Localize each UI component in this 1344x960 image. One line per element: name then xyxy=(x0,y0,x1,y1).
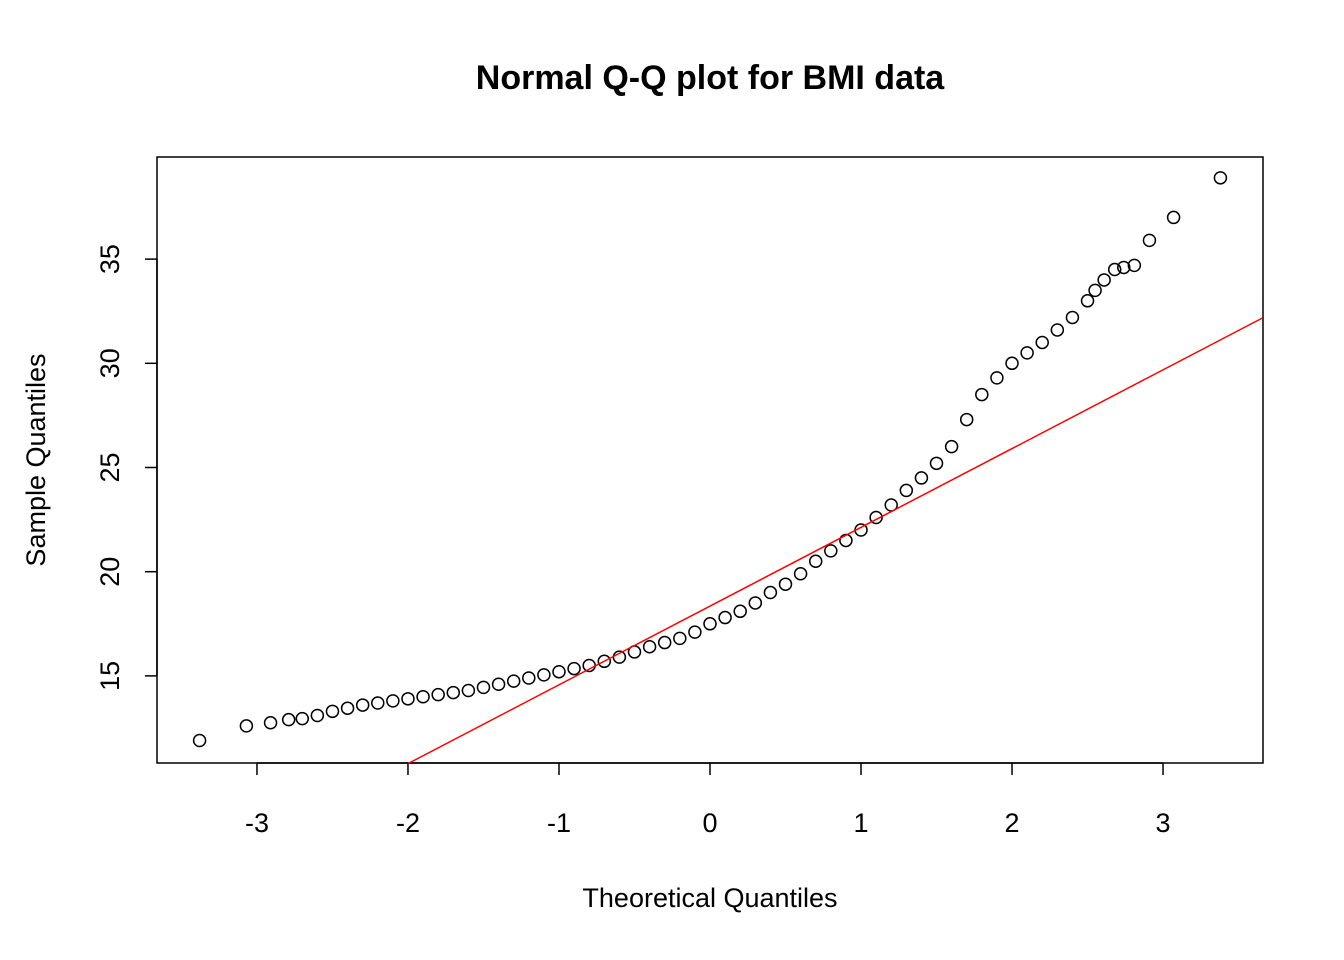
point xyxy=(325,704,340,719)
x-tick-label: 1 xyxy=(853,808,868,838)
point xyxy=(763,585,778,600)
point xyxy=(597,654,612,669)
point xyxy=(793,567,808,581)
y-tick-label: 30 xyxy=(95,348,125,378)
point xyxy=(1035,335,1049,350)
point xyxy=(401,692,415,706)
point xyxy=(446,685,461,700)
point xyxy=(778,577,793,591)
point xyxy=(824,544,838,558)
point xyxy=(673,631,687,646)
point xyxy=(733,604,747,619)
x-tick-label: 0 xyxy=(702,808,717,838)
point xyxy=(371,696,385,710)
point xyxy=(567,661,581,676)
point xyxy=(416,689,430,704)
y-tick-label: 25 xyxy=(95,452,125,482)
point xyxy=(295,711,310,726)
x-tick-label: -1 xyxy=(547,808,571,838)
point xyxy=(1117,260,1131,275)
plot-frame xyxy=(156,156,1264,764)
point xyxy=(959,412,974,427)
point xyxy=(192,733,207,748)
point xyxy=(239,719,254,733)
point xyxy=(310,708,325,723)
point xyxy=(491,677,506,691)
chart-title: Normal Q-Q plot for BMI data xyxy=(476,59,946,97)
x-tick-label: 3 xyxy=(1156,808,1171,838)
point xyxy=(748,596,763,610)
point xyxy=(657,635,672,650)
y-tick-label: 35 xyxy=(95,244,125,274)
x-tick-label: -2 xyxy=(396,808,420,838)
point xyxy=(703,617,717,631)
point xyxy=(688,625,702,639)
point xyxy=(340,701,355,715)
point xyxy=(263,716,278,730)
point xyxy=(1020,346,1034,360)
y-axis-label: Sample Quantiles xyxy=(21,353,51,566)
point xyxy=(476,680,491,695)
point xyxy=(1127,258,1142,273)
reference-line xyxy=(407,317,1264,765)
x-tick-label: -3 xyxy=(245,808,269,838)
point xyxy=(1080,294,1095,308)
point xyxy=(1050,323,1065,337)
x-tick-label: 2 xyxy=(1005,808,1020,838)
point xyxy=(506,674,521,688)
point xyxy=(944,439,959,454)
point xyxy=(929,456,944,471)
point xyxy=(869,510,883,525)
point xyxy=(461,683,476,698)
point xyxy=(552,664,566,679)
point xyxy=(1166,210,1181,225)
point xyxy=(990,371,1004,385)
point xyxy=(899,483,914,498)
point xyxy=(718,610,732,625)
point xyxy=(1065,310,1080,325)
point xyxy=(1097,273,1111,287)
point xyxy=(281,712,296,727)
point xyxy=(839,533,853,548)
point xyxy=(1142,233,1157,248)
point xyxy=(1088,283,1102,298)
point xyxy=(537,668,551,682)
y-tick-label: 15 xyxy=(95,661,125,691)
point xyxy=(431,687,445,702)
point xyxy=(386,694,400,708)
x-axis-label: Theoretical Quantiles xyxy=(582,883,837,913)
point xyxy=(355,698,370,712)
point xyxy=(1005,356,1019,371)
point xyxy=(914,471,929,485)
point xyxy=(1213,171,1228,185)
point xyxy=(808,554,823,569)
point xyxy=(642,639,657,654)
y-tick-label: 20 xyxy=(95,557,125,587)
point xyxy=(522,671,536,685)
point xyxy=(1107,262,1122,277)
point xyxy=(975,387,989,402)
